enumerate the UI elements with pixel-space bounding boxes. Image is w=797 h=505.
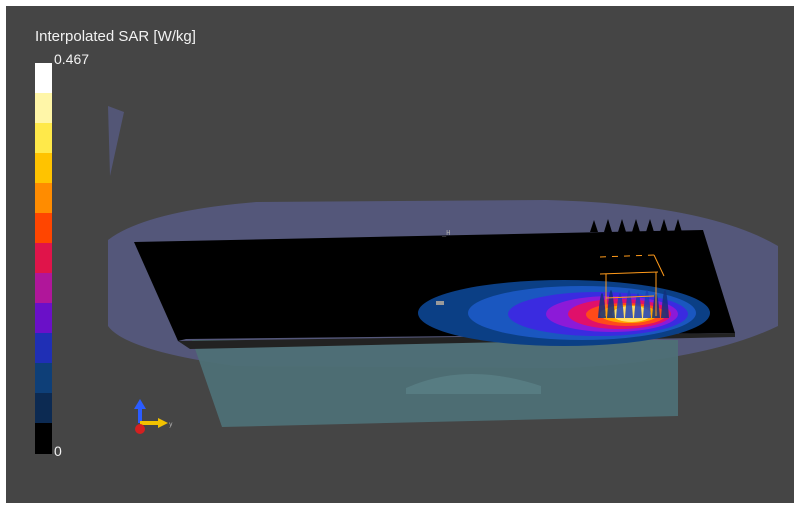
colorbar-segment — [35, 273, 52, 304]
antenna-pins — [590, 219, 682, 232]
colorbar-min-label: 0 — [54, 443, 62, 459]
sar-scene: _H — [108, 106, 778, 427]
sar-peak-ridge — [607, 290, 615, 318]
colorbar-segment — [35, 243, 52, 274]
colorbar-segment — [35, 333, 52, 364]
colorbar-max-label: 0.467 — [54, 51, 90, 67]
sar-peak-ridge — [643, 290, 651, 318]
colorbar — [35, 63, 52, 454]
sar-peak-ridge — [661, 290, 669, 318]
colorbar-segment — [35, 123, 52, 154]
colorbar-segment — [35, 213, 52, 244]
y-axis-arrowhead — [158, 418, 168, 428]
phantom-sliver — [108, 106, 124, 176]
3d-viewport[interactable]: _H Interpolated SAR [W/kg] 0.467 0 y — [6, 6, 794, 503]
colorbar-segment — [35, 153, 52, 184]
colorbar-segment — [35, 303, 52, 334]
axes-triad[interactable]: y — [130, 399, 180, 443]
colorbar-segment — [35, 63, 52, 94]
colorbar-segment — [35, 183, 52, 214]
probe-wireframe — [599, 254, 665, 316]
colorbar-segment — [35, 423, 52, 454]
board-marker-left — [436, 301, 444, 305]
colorbar-segment — [35, 393, 52, 424]
sar-peak-ridge — [616, 293, 624, 318]
tissue-bump — [406, 373, 541, 394]
colorbar-title: Interpolated SAR [W/kg] — [35, 28, 196, 45]
colorbar-segment — [35, 363, 52, 394]
axis-label: y — [169, 421, 173, 428]
sar-heatmap — [418, 280, 710, 346]
sar-peak-ridge — [634, 293, 642, 318]
z-axis-arrowhead — [134, 399, 146, 409]
colorbar-segment — [35, 93, 52, 124]
board-marker-top: _H — [442, 229, 450, 237]
x-axis-arrow-icon — [135, 424, 145, 434]
sar-peak-ridge — [598, 293, 606, 318]
